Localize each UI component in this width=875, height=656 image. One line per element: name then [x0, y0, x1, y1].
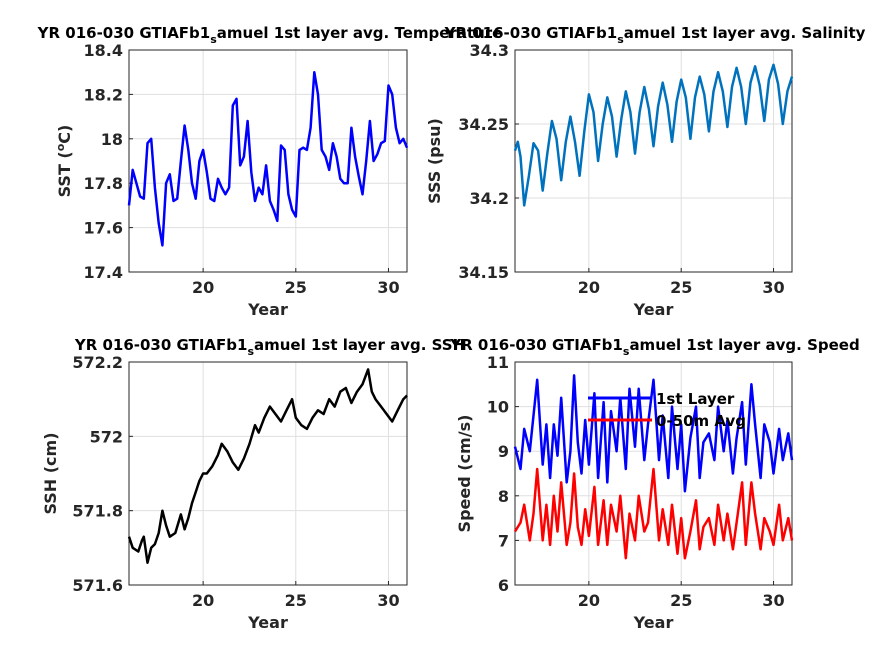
series-line [127, 70, 409, 247]
legend-label: 0-50m Avg [656, 412, 746, 430]
plot-area [129, 362, 407, 585]
y-tick-label: 11 [487, 353, 509, 372]
y-axis-label: Speed (cm/s) [455, 415, 474, 533]
y-tick-label: 8 [498, 487, 509, 506]
plot-area [129, 50, 407, 272]
y-tick-label: 17.8 [84, 174, 123, 193]
x-tick-label: 25 [670, 591, 692, 610]
y-tick-label: 18 [101, 130, 123, 149]
y-tick-label: 34.25 [458, 115, 509, 134]
axes-frame [514, 361, 793, 586]
y-tick-label: 6 [498, 576, 509, 595]
x-tick-label: 25 [285, 278, 307, 297]
chart-panel-2: 20 25 30 34.15 34.2 34.25 34.3YR 016-030 GTIAF… [425, 24, 866, 319]
y-tick-label: 34.15 [458, 263, 509, 282]
y-tick-label: 34.3 [470, 41, 509, 60]
legend: 1st Layer 0-50m Avg [588, 390, 746, 430]
x-tick-label: 25 [670, 278, 692, 297]
y-tick-label: 572.2 [72, 353, 123, 372]
y-tick-label: 18.4 [84, 41, 123, 60]
x-tick-label: 25 [285, 591, 307, 610]
chart-title: YR 016-030 GTIAFb1samuel 1st layer avg. … [444, 24, 866, 46]
chart-title: YR 016-030 GTIAFb1samuel 1st layer avg. … [449, 336, 859, 358]
y-tick-label: 34.2 [470, 189, 509, 208]
chart-panel-3: 20 25 30 571.6 571.8 572 572.2YR 016-030 GTIAF… [41, 336, 465, 632]
y-tick-label: 7 [498, 531, 509, 550]
x-axis-label: Year [633, 300, 674, 319]
x-axis-label: Year [247, 613, 288, 632]
x-tick-label: 30 [762, 278, 784, 297]
series-line [127, 368, 408, 564]
series-line [513, 467, 794, 560]
chart-title: YR 016-030 GTIAFb1samuel 1st layer avg. … [37, 24, 503, 46]
chart-panel-1: 20 25 30 17.4 17.6 17.8 18 18.2 18.4YR 016-030 G… [37, 24, 503, 319]
series-line [513, 63, 794, 207]
y-tick-label: 9 [498, 442, 509, 461]
x-tick-label: 30 [762, 591, 784, 610]
x-tick-label: 30 [377, 278, 399, 297]
y-axis-label: SSS (psu) [425, 118, 444, 204]
plot-area [515, 50, 792, 272]
y-tick-label: 572 [90, 427, 123, 446]
axes-frame [514, 49, 793, 273]
x-tick-label: 20 [578, 278, 600, 297]
y-axis-label: SSH (cm) [41, 432, 60, 514]
chart-title: YR 016-030 GTIAFb1samuel 1st layer avg. … [74, 336, 465, 358]
x-tick-label: 30 [377, 591, 399, 610]
legend-label: 1st Layer [656, 390, 735, 408]
x-tick-label: 20 [578, 591, 600, 610]
y-tick-label: 17.4 [84, 263, 123, 282]
y-tick-label: 571.8 [72, 502, 123, 521]
y-axis-label: SST (oC) [54, 125, 74, 198]
y-tick-label: 17.6 [84, 219, 123, 238]
y-tick-label: 10 [487, 398, 509, 417]
x-tick-label: 20 [192, 278, 214, 297]
series-line [513, 374, 794, 493]
x-axis-label: Year [247, 300, 288, 319]
y-tick-label: 18.2 [84, 85, 123, 104]
y-tick-label: 571.6 [72, 576, 123, 595]
axes-frame [128, 49, 408, 273]
x-axis-label: Year [633, 613, 674, 632]
axes-frame [128, 361, 408, 586]
x-tick-label: 20 [192, 591, 214, 610]
